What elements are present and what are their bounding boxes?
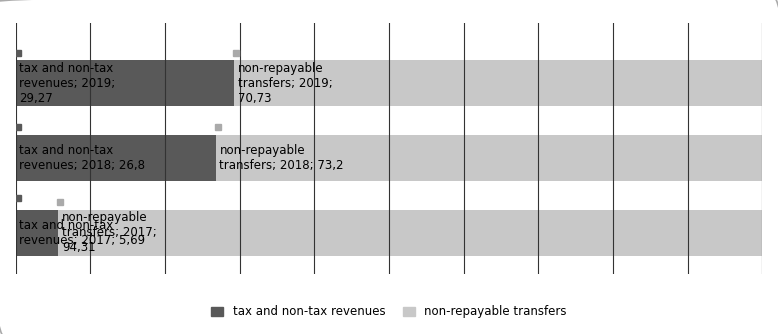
Bar — [16, 135, 216, 181]
Text: tax and non-tax
revenues; 2019;
29,27: tax and non-tax revenues; 2019; 29,27 — [19, 62, 116, 105]
Text: tax and non-tax
revenues; 2017; 5,69: tax and non-tax revenues; 2017; 5,69 — [19, 219, 145, 247]
Bar — [16, 60, 234, 107]
Legend: tax and non-tax revenues, non-repayable transfers: tax and non-tax revenues, non-repayable … — [207, 301, 571, 323]
Text: non-repayable
transfers; 2019;
70,73: non-repayable transfers; 2019; 70,73 — [238, 62, 333, 105]
Text: non-repayable
transfers; 2017;
94,31: non-repayable transfers; 2017; 94,31 — [61, 211, 156, 254]
Bar — [216, 135, 762, 181]
Text: non-repayable
transfers; 2018; 73,2: non-repayable transfers; 2018; 73,2 — [219, 144, 344, 172]
Bar — [58, 209, 762, 256]
Bar — [234, 60, 762, 107]
Text: tax and non-tax
revenues; 2018; 26,8: tax and non-tax revenues; 2018; 26,8 — [19, 144, 145, 172]
Bar — [16, 209, 58, 256]
